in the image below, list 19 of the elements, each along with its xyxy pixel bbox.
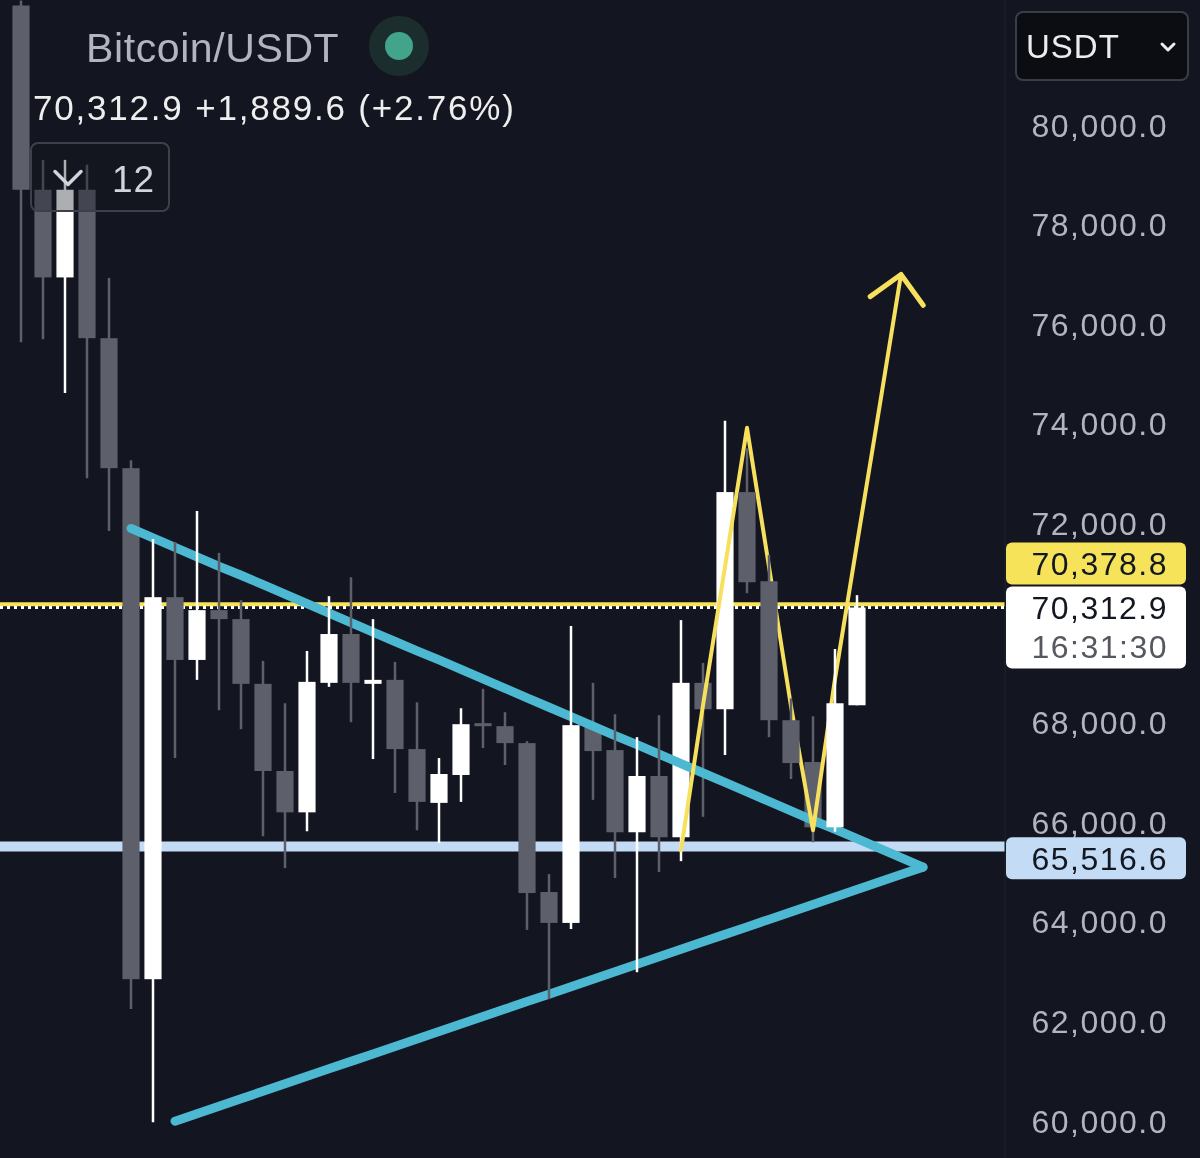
- y-tick-label: 68,000.0: [1031, 705, 1168, 742]
- y-tick-label: 80,000.0: [1031, 107, 1168, 144]
- y-tick-label: 74,000.0: [1031, 406, 1168, 443]
- y-tick-label: 62,000.0: [1031, 1004, 1168, 1041]
- ref-line-label: 65,516.6: [1031, 840, 1168, 877]
- y-tick-label: 66,000.0: [1031, 804, 1168, 841]
- text: 16:31:30: [1031, 629, 1168, 666]
- y-tick-label: 78,000.0: [1031, 207, 1168, 244]
- toggle-button: 12: [30, 142, 170, 212]
- ref-line-label: 70,378.8: [1031, 546, 1168, 583]
- annotation: 12: [112, 159, 156, 200]
- y-tick-label: 72,000.0: [1031, 505, 1168, 542]
- y-tick-label: 64,000.0: [1031, 904, 1168, 941]
- y-tick-label: 60,000.0: [1031, 1103, 1168, 1140]
- dropdown: USDT: [1015, 11, 1189, 81]
- text: Bitcoin/USDT: [86, 25, 340, 71]
- y-tick-label: 76,000.0: [1031, 306, 1168, 343]
- text: 70,312.9 +1,889.6 (+2.76%): [33, 88, 516, 127]
- ref-line-label: 70,312.9: [1031, 590, 1168, 627]
